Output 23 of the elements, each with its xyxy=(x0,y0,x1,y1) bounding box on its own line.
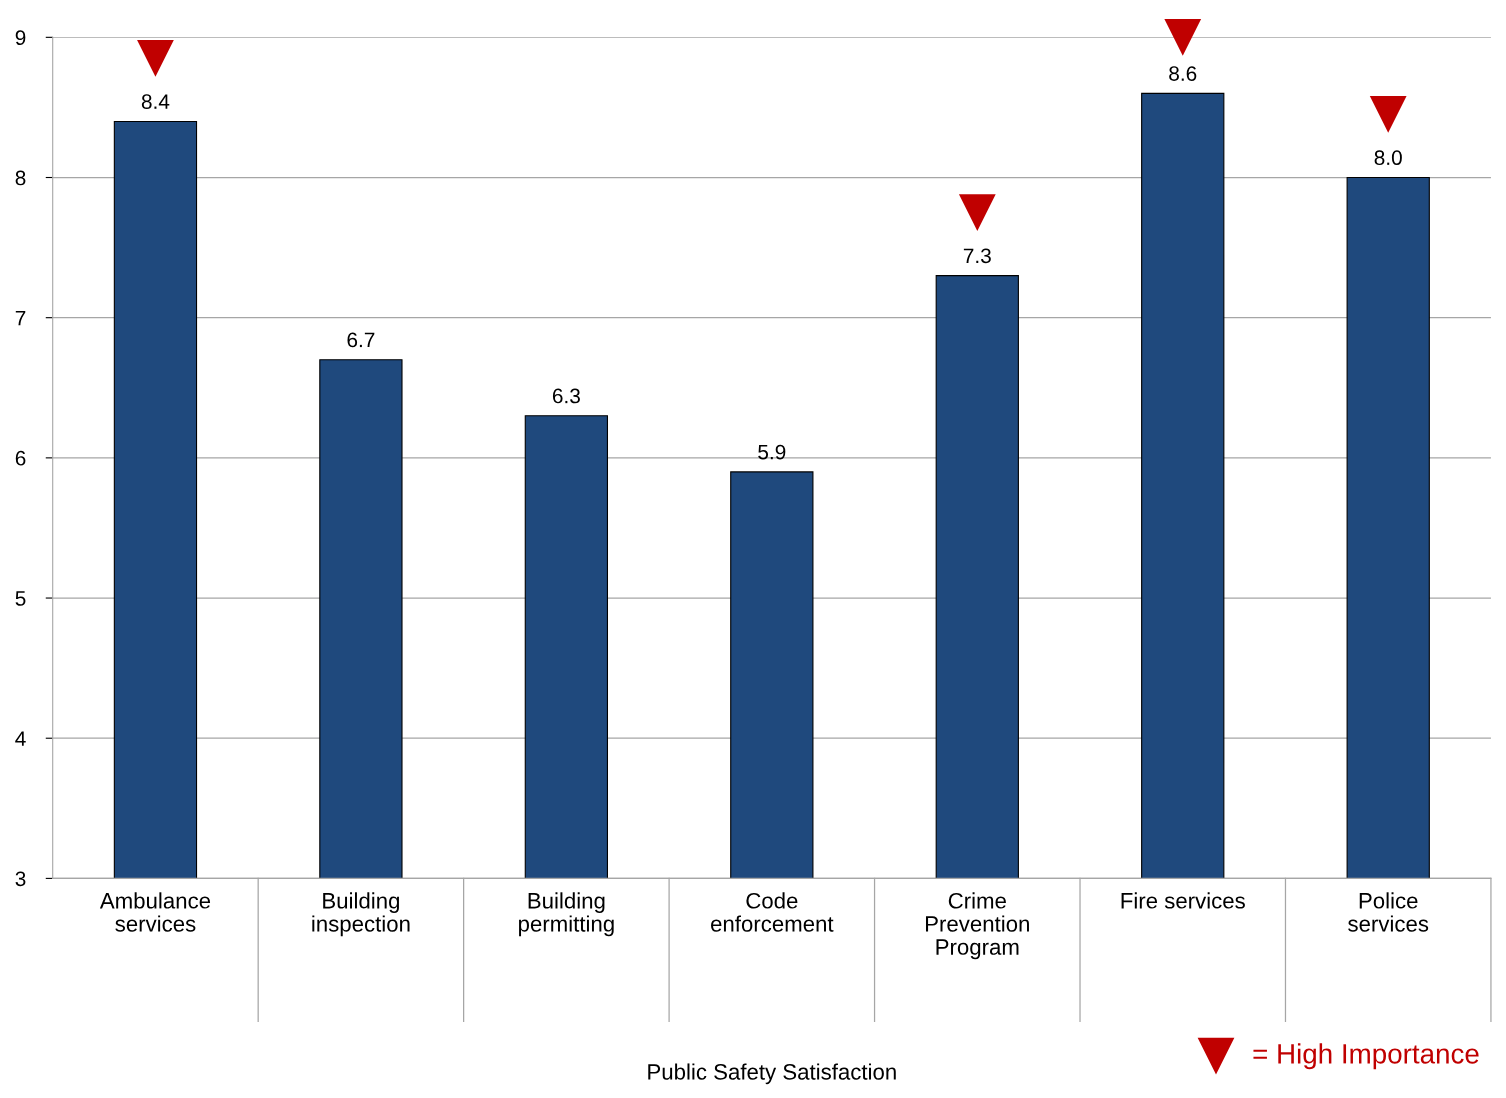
x-tick-label: Code enforcement xyxy=(711,892,834,932)
y-tick-label: 5 xyxy=(15,591,26,606)
y-tick-label: 3 xyxy=(15,871,26,887)
data-label: 6.7 xyxy=(347,332,375,348)
x-tick-label: Police services xyxy=(1348,892,1429,932)
data-label: 5.9 xyxy=(758,444,786,460)
y-tick-label: 9 xyxy=(15,30,26,46)
data-label: 6.3 xyxy=(552,388,580,404)
y-tick-label: 7 xyxy=(15,310,26,326)
data-label: 8.6 xyxy=(1169,66,1197,81)
y-tick-label: 4 xyxy=(15,731,26,746)
data-label: 8.4 xyxy=(141,94,170,109)
data-label: 8.0 xyxy=(1374,150,1402,166)
y-tick-label: 8 xyxy=(15,170,26,186)
x-tick-label: Fire services xyxy=(1121,892,1245,909)
x-tick-label: Building inspection xyxy=(312,892,410,937)
legend-label: = High Importance xyxy=(1253,1043,1479,1070)
x-axis-title: Public Safety Satisfaction xyxy=(648,1063,896,1085)
x-tick-label: Crime Prevention Program xyxy=(925,892,1029,960)
x-tick-label: Ambulance services xyxy=(99,892,211,932)
y-tick-label: 6 xyxy=(15,450,26,466)
x-tick-label: Building permitting xyxy=(519,892,614,937)
data-label: 7.3 xyxy=(963,248,991,264)
